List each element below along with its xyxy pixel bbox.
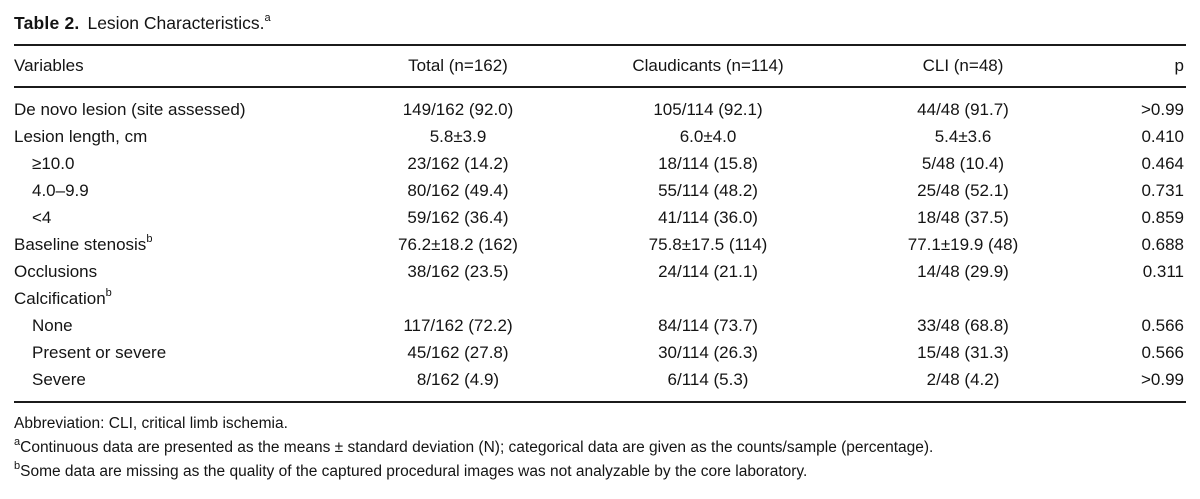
footnote-a: aContinuous data are presented as the me…	[14, 435, 934, 456]
cell-total: 76.2±18.2 (162)	[398, 235, 518, 254]
cell-p: 0.688	[1141, 235, 1184, 254]
cell-cli: 5.4±3.6	[934, 127, 992, 146]
cell-cli: 77.1±19.9 (48)	[907, 235, 1019, 254]
cell-p: 0.859	[1141, 208, 1184, 227]
cell-p: 0.566	[1141, 343, 1184, 362]
table-caption: Lesion Characteristics.	[87, 13, 265, 33]
table-row: None 117/162 (72.2) 84/114 (73.7) 33/48 …	[14, 312, 1186, 339]
row-label: Calcificationb	[14, 287, 112, 308]
row-label: <4	[32, 208, 52, 227]
cell-total: 117/162 (72.2)	[403, 316, 513, 335]
cell-claudicants: 105/114 (92.1)	[653, 100, 763, 119]
cell-total: 38/162 (23.5)	[407, 262, 509, 281]
cell-total: 80/162 (49.4)	[407, 181, 509, 200]
table-row: Severe 8/162 (4.9) 6/114 (5.3) 2/48 (4.2…	[14, 366, 1186, 402]
cell-cli: 25/48 (52.1)	[917, 181, 1009, 200]
cell-claudicants: 24/114 (21.1)	[658, 262, 758, 281]
row-label: Present or severe	[32, 343, 167, 362]
cell-total	[334, 285, 582, 312]
column-header-cli: CLI (n=48)	[834, 44, 1092, 88]
cell-claudicants: 6.0±4.0	[679, 127, 737, 146]
cell-claudicants	[582, 285, 834, 312]
cell-cli: 18/48 (37.5)	[917, 208, 1009, 227]
row-label: Occlusions	[14, 262, 98, 281]
cell-p: >0.99	[1140, 100, 1184, 119]
column-header-p: p	[1092, 44, 1186, 88]
cell-cli: 33/48 (68.8)	[917, 316, 1009, 335]
cell-p: 0.311	[1142, 262, 1184, 281]
row-label: Severe	[32, 370, 86, 389]
row-label: Lesion length, cm	[14, 127, 148, 146]
table-row: Occlusions 38/162 (23.5) 24/114 (21.1) 1…	[14, 258, 1186, 285]
row-label: None	[32, 316, 73, 335]
row-label: 4.0–9.9	[32, 181, 89, 200]
cell-total: 149/162 (92.0)	[402, 100, 514, 119]
column-header-total: Total (n=162)	[334, 44, 582, 88]
row-label: Baseline stenosisb	[14, 233, 153, 254]
table-row: De novo lesion (site assessed) 149/162 (…	[14, 87, 1186, 123]
cell-claudicants: 41/114 (36.0)	[658, 208, 758, 227]
title-footnote-marker: a	[264, 12, 271, 25]
table-row: 4.0–9.9 80/162 (49.4) 55/114 (48.2) 25/4…	[14, 177, 1186, 204]
cell-cli: 44/48 (91.7)	[917, 100, 1009, 119]
table-row: Lesion length, cm 5.8±3.9 6.0±4.0 5.4±3.…	[14, 123, 1186, 150]
table-row: ≥10.0 23/162 (14.2) 18/114 (15.8) 5/48 (…	[14, 150, 1186, 177]
table-header-row: Variables Total (n=162) Claudicants (n=1…	[14, 44, 1186, 88]
cell-total: 8/162 (4.9)	[416, 370, 500, 389]
footnotes: Abbreviation: CLI, critical limb ischemi…	[14, 412, 1186, 484]
cell-claudicants: 55/114 (48.2)	[658, 181, 758, 200]
cell-total: 23/162 (14.2)	[407, 154, 509, 173]
table-row: Present or severe 45/162 (27.8) 30/114 (…	[14, 339, 1186, 366]
cell-cli: 5/48 (10.4)	[921, 154, 1005, 173]
cell-cli: 14/48 (29.9)	[917, 262, 1009, 281]
cell-claudicants: 6/114 (5.3)	[667, 370, 749, 389]
cell-claudicants: 18/114 (15.8)	[658, 154, 758, 173]
cell-p: 0.410	[1141, 127, 1184, 146]
cell-claudicants: 84/114 (73.7)	[658, 316, 758, 335]
cell-total: 59/162 (36.4)	[407, 208, 509, 227]
cell-p	[1092, 285, 1186, 312]
footnote-abbreviation: Abbreviation: CLI, critical limb ischemi…	[14, 415, 288, 432]
cell-cli: 15/48 (31.3)	[917, 343, 1009, 362]
row-label: De novo lesion (site assessed)	[14, 100, 246, 119]
cell-cli	[834, 285, 1092, 312]
cell-p: 0.464	[1141, 154, 1184, 173]
footnote-b: bSome data are missing as the quality of…	[14, 459, 808, 480]
cell-p: 0.731	[1141, 181, 1184, 200]
column-header-claudicants: Claudicants (n=114)	[582, 44, 834, 88]
cell-claudicants: 30/114 (26.3)	[658, 343, 758, 362]
table-row: <4 59/162 (36.4) 41/114 (36.0) 18/48 (37…	[14, 204, 1186, 231]
cell-claudicants: 75.8±17.5 (114)	[648, 235, 768, 254]
row-label: ≥10.0	[32, 154, 75, 173]
cell-total: 5.8±3.9	[429, 127, 487, 146]
table-content: Table 2. Lesion Characteristics.a Variabl…	[14, 11, 1186, 484]
cell-total: 45/162 (27.8)	[407, 343, 509, 362]
table-row: Baseline stenosisb 76.2±18.2 (162) 75.8±…	[14, 231, 1186, 258]
table-title: Table 2. Lesion Characteristics.a	[14, 11, 1186, 35]
cell-cli: 2/48 (4.2)	[926, 370, 1000, 389]
cell-p: 0.566	[1141, 316, 1184, 335]
table-row: Calcificationb	[14, 285, 1186, 312]
column-header-variables: Variables	[14, 44, 334, 88]
lesion-characteristics-table: Variables Total (n=162) Claudicants (n=1…	[14, 44, 1186, 403]
cell-p: >0.99	[1140, 370, 1184, 389]
table-number: Table 2.	[14, 13, 80, 33]
